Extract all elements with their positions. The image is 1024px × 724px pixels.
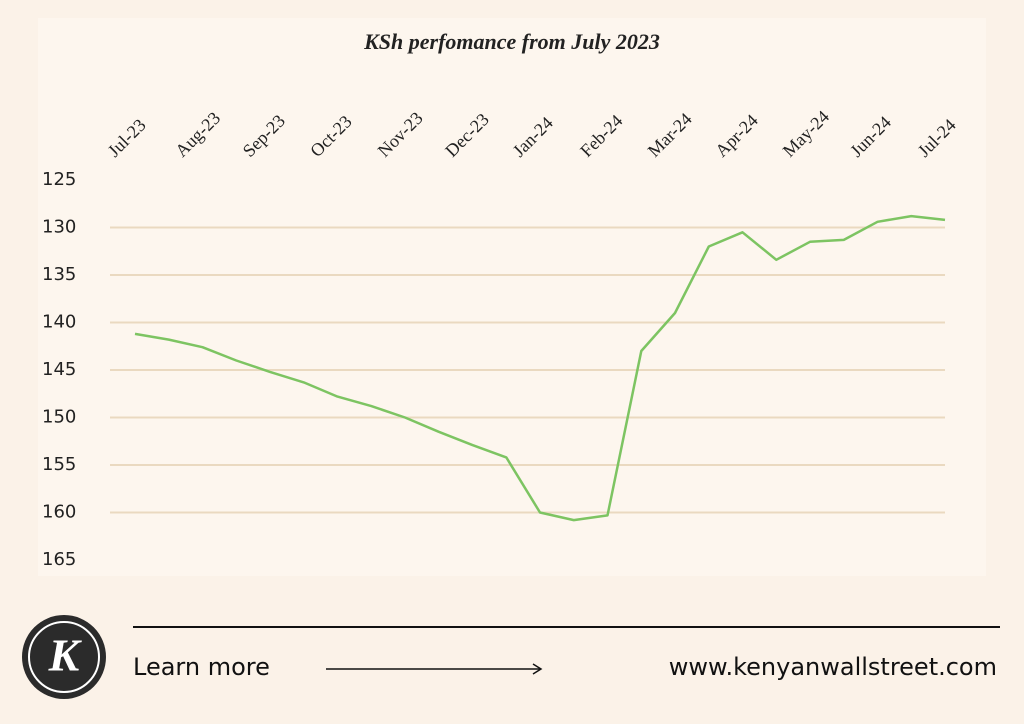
y-tick-label: 160 xyxy=(42,502,76,523)
arrow-head xyxy=(532,663,543,675)
y-tick-label: 145 xyxy=(42,359,76,380)
logo xyxy=(22,615,106,699)
y-tick-label: 135 xyxy=(42,264,76,285)
learn-more[interactable]: Learn more xyxy=(133,653,270,681)
website-url[interactable]: www.kenyanwallstreet.com xyxy=(669,653,997,681)
line-series xyxy=(134,214,946,522)
y-tick-label: 150 xyxy=(42,407,76,428)
chart-area xyxy=(38,18,986,576)
y-tick-label: 155 xyxy=(42,454,76,475)
chart-title: KSh perfomance from July 2023 xyxy=(363,29,660,54)
logo-letter: K xyxy=(48,630,83,681)
y-tick-label: 140 xyxy=(42,312,76,333)
logo-ring xyxy=(28,621,100,693)
y-tick-label: 130 xyxy=(42,217,76,238)
y-tick-label: 165 xyxy=(42,549,76,570)
y-tick-label: 125 xyxy=(42,169,76,190)
